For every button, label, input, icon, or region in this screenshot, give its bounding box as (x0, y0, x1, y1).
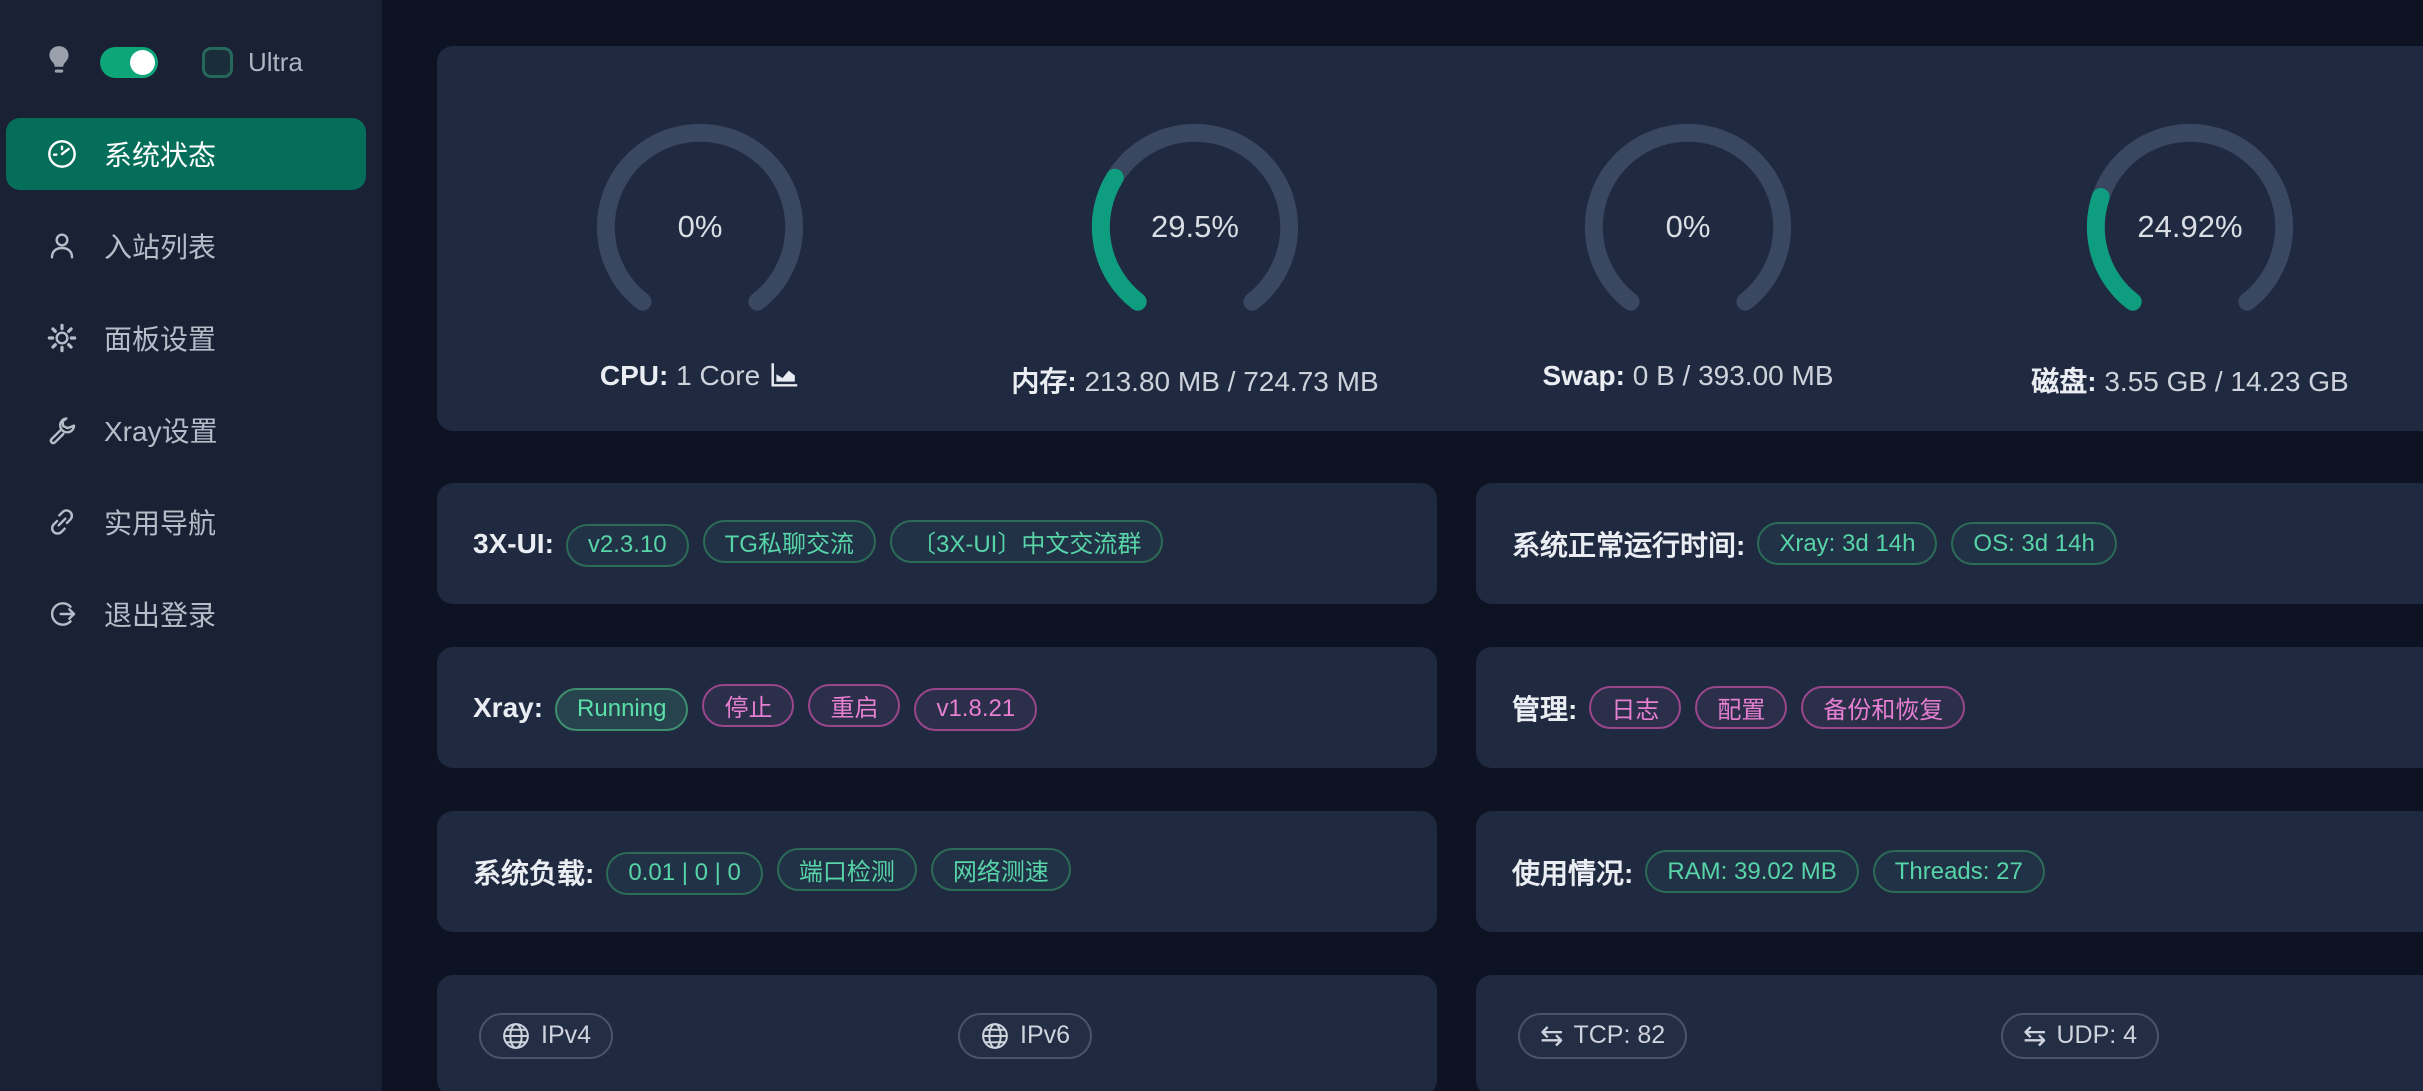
tag-group: Running 停止 重启 v1.8.21 (555, 684, 1051, 731)
memory-gauge-value: 29.5% (1151, 209, 1239, 244)
ipv6-tag[interactable]: IPv6 (958, 1012, 1093, 1059)
toggle-knob (130, 49, 155, 75)
status-tag[interactable]: 备份和恢复 (1801, 686, 1966, 729)
cpu-gauge-label: CPU: 1 Core (440, 360, 960, 392)
tag-group: Xray: 3d 14h OS: 3d 14h (1757, 522, 2131, 565)
status-tag[interactable]: 停止 (702, 684, 795, 728)
tag-group: 日志 配置 备份和恢复 (1589, 686, 1979, 729)
udp-count-tag: ⇆ UDP: 4 (2001, 1012, 2160, 1059)
usage-card: 使用情况: RAM: 39.02 MB Threads: 27 (1476, 811, 2423, 932)
connections-card: ⇆ TCP: 82 ⇆ UDP: 4 (1476, 975, 2423, 1091)
status-tag[interactable]: v2.3.10 (565, 523, 689, 567)
sidebar-item-label: 退出登录 (104, 600, 217, 631)
ipv4-tag[interactable]: IPv4 (479, 1012, 614, 1059)
tag-group: 0.01 | 0 | 0 端口检测 网络测速 (606, 848, 1085, 895)
globe-icon (980, 1021, 1010, 1051)
sidebar-menu: 系统状态 入站列表 面板设置 Xray设置 实用导航 (0, 118, 382, 670)
status-tag[interactable]: 重启 (808, 684, 901, 728)
wrench-icon (46, 414, 78, 446)
memory-gauge-label: 内存: 213.80 MB / 724.73 MB (1011, 366, 1379, 397)
xray-status-card: Xray: Running 停止 重启 v1.8.21 (437, 647, 1437, 768)
row-label: 管理: (1512, 693, 1578, 725)
link-icon (46, 506, 78, 538)
status-tag: OS: 3d 14h (1951, 522, 2117, 565)
globe-icon (501, 1021, 531, 1051)
panel-version-card: 3X-UI: v2.3.10 TG私聊交流 〔3X-UI〕中文交流群 (437, 483, 1437, 604)
row-label: 系统正常运行时间: (1512, 529, 1746, 561)
ultra-checkbox-label[interactable]: Ultra (248, 46, 303, 77)
cpu-history-chart-icon[interactable] (770, 362, 800, 389)
admin-actions-card: 管理: 日志 配置 备份和恢复 (1476, 647, 2423, 768)
swap-gauge: 0% (1575, 114, 1801, 340)
disk-gauge-label: 磁盘: 3.55 GB / 14.23 GB (2031, 366, 2349, 397)
logout-icon (46, 598, 78, 630)
status-tag: Xray: 3d 14h (1757, 522, 1938, 565)
sidebar-item-label: 入站列表 (104, 232, 217, 263)
swap-icon: ⇆ (1540, 1019, 1564, 1051)
status-tag[interactable]: 配置 (1695, 686, 1788, 729)
user-icon (46, 230, 78, 262)
status-tag: 0.01 | 0 | 0 (606, 851, 763, 895)
disk-gauge-value: 24.92% (2137, 209, 2243, 244)
sidebar-item-label: 面板设置 (104, 324, 217, 355)
dark-mode-toggle[interactable] (100, 46, 158, 78)
gear-icon (46, 322, 78, 354)
dashboard-icon (46, 138, 78, 170)
status-tag[interactable]: TG私聊交流 (702, 520, 876, 564)
sidebar-item-label: 实用导航 (104, 508, 217, 539)
ultra-checkbox[interactable] (202, 46, 233, 78)
sidebar-item-label: 系统状态 (104, 140, 217, 171)
status-tag[interactable]: 网络测速 (930, 848, 1071, 892)
cpu-gauge: 0% (587, 114, 813, 340)
status-tag[interactable]: 〔3X-UI〕中文交流群 (889, 520, 1164, 564)
tag-group: v2.3.10 TG私聊交流 〔3X-UI〕中文交流群 (565, 520, 1177, 567)
tcp-count-tag: ⇆ TCP: 82 (1518, 1012, 1688, 1059)
sidebar-item-xray-settings[interactable]: Xray设置 (6, 394, 366, 466)
swap-icon: ⇆ (2023, 1019, 2047, 1051)
sidebar-item-logout[interactable]: 退出登录 (6, 578, 366, 650)
status-tag: RAM: 39.02 MB (1645, 850, 1859, 893)
tag-group: RAM: 39.02 MB Threads: 27 (1645, 850, 2058, 893)
status-tag: Threads: 27 (1872, 850, 2045, 893)
sidebar-item-label: Xray设置 (104, 416, 218, 447)
status-tag: Running (555, 687, 689, 731)
sidebar-item-inbounds[interactable]: 入站列表 (6, 210, 366, 282)
row-label: 使用情况: (1512, 857, 1634, 889)
lightbulb-icon (49, 46, 69, 73)
row-label: Xray: (473, 691, 544, 723)
sidebar-item-panel-settings[interactable]: 面板设置 (6, 302, 366, 374)
memory-gauge: 29.5% (1082, 114, 1308, 340)
cpu-gauge-value: 0% (677, 209, 723, 244)
sidebar-item-system-status[interactable]: 系统状态 (6, 118, 366, 190)
status-tag[interactable]: 端口检测 (776, 848, 917, 892)
status-tag[interactable]: 日志 (1589, 686, 1682, 729)
row-label: 3X-UI: (473, 527, 554, 559)
ip-addresses-card: IPv4 IPv6 (437, 975, 1437, 1091)
status-tag[interactable]: v1.8.21 (914, 687, 1038, 731)
sidebar-theme-controls: Ultra (46, 44, 303, 80)
sidebar-item-useful-links[interactable]: 实用导航 (6, 486, 366, 558)
system-load-card: 系统负载: 0.01 | 0 | 0 端口检测 网络测速 (437, 811, 1437, 932)
row-label: 系统负载: (473, 857, 595, 889)
swap-gauge-value: 0% (1665, 209, 1711, 244)
uptime-card: 系统正常运行时间: Xray: 3d 14h OS: 3d 14h (1476, 483, 2423, 604)
disk-gauge: 24.92% (2077, 114, 2303, 340)
swap-gauge-label: Swap: 0 B / 393.00 MB (1542, 360, 1834, 391)
system-gauges-card: 0% CPU: 1 Core 29.5% 内存: 213.80 MB / 724… (437, 46, 2423, 431)
sidebar: Ultra 系统状态 入站列表 面板设置 Xray设置 (0, 0, 382, 1091)
